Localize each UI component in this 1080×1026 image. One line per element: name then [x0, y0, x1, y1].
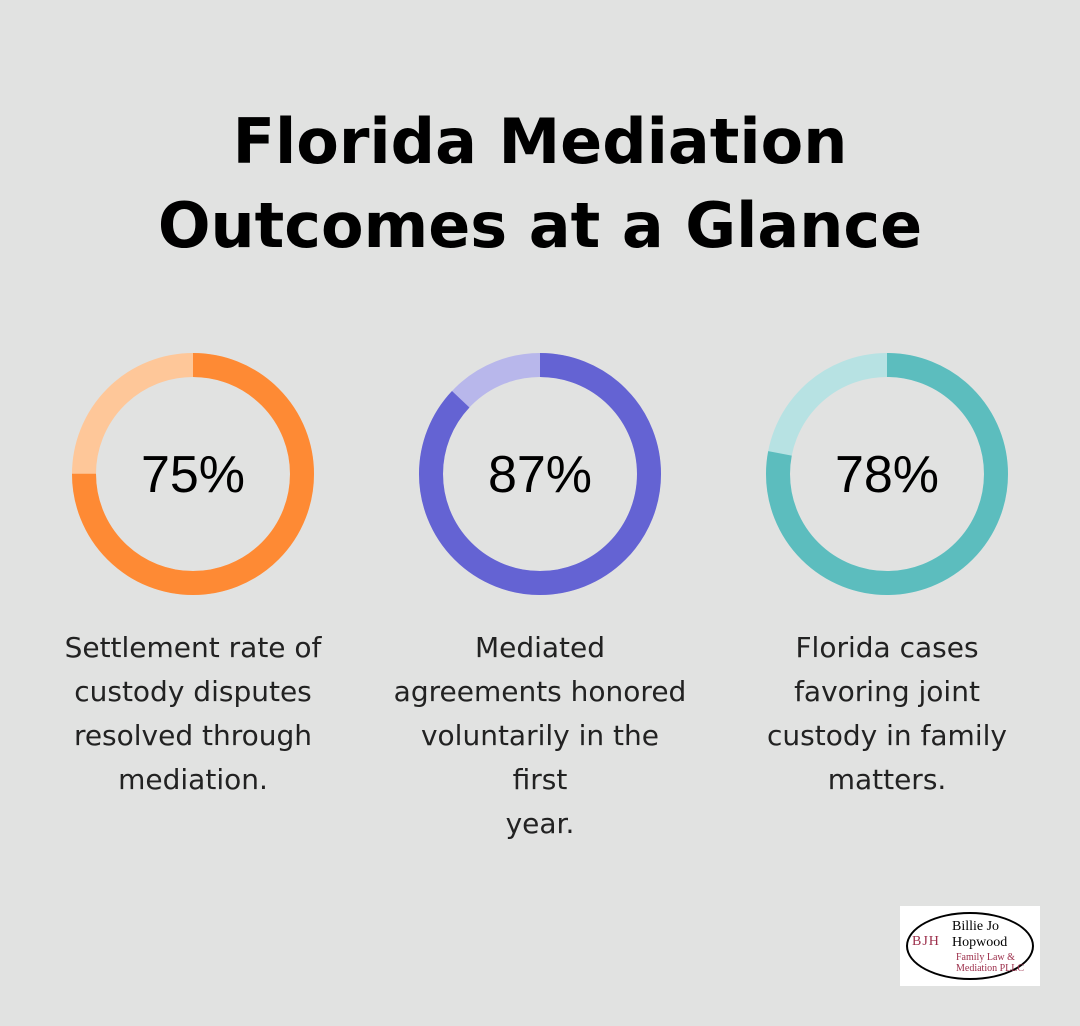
description-line: custody disputes: [74, 675, 312, 708]
description-line: agreements honored: [393, 675, 687, 708]
donut-value-arc: [419, 353, 661, 595]
description-line: favoring joint: [794, 675, 980, 708]
donut-chart-settlement: [72, 353, 314, 595]
stat-card-agreements: 87% Mediated agreements honored voluntar…: [380, 352, 700, 846]
description-line: Mediated: [474, 631, 606, 664]
description-line: voluntarily in the first: [420, 719, 660, 796]
percent-label-agreements: 87%: [487, 446, 593, 504]
stat-card-joint-custody: 78% Florida cases favoring joint custody…: [727, 352, 1047, 802]
description-line: custody in family: [767, 719, 1007, 752]
title-line-1: Florida Mediation: [232, 105, 848, 178]
stat-card-settlement: 75% Settlement rate of custody disputes …: [33, 352, 353, 802]
logo-text-line-1: Billie Jo: [952, 919, 1000, 934]
donut-chart-joint-custody: [766, 353, 1008, 595]
donut-value-arc: [72, 353, 314, 595]
logo-oval: [906, 912, 1034, 980]
logo-text-line-2: Hopwood: [952, 935, 1008, 950]
title-line-2: Outcomes at a Glance: [157, 189, 923, 262]
percent-label-joint-custody: 78%: [834, 446, 940, 504]
description-line: matters.: [827, 763, 947, 796]
scales-of-justice-icon: BJH: [912, 934, 940, 949]
description-line: year.: [505, 807, 575, 840]
description-joint-custody: Florida cases favoring joint custody in …: [737, 626, 1037, 802]
description-line: Settlement rate of: [64, 631, 322, 664]
page-title: Florida Mediation Outcomes at a Glance: [0, 100, 1080, 268]
company-logo: BJH Billie Jo Hopwood Family Law & Media…: [900, 906, 1040, 986]
description-agreements: Mediated agreements honored voluntarily …: [390, 626, 690, 846]
logo-text-line-4: Mediation PLLC: [956, 963, 1025, 974]
description-settlement: Settlement rate of custody disputes reso…: [43, 626, 343, 802]
donut-chart-agreements: [419, 353, 661, 595]
donut-value-arc: [766, 353, 1008, 595]
description-line: Florida cases: [795, 631, 979, 664]
percent-label-settlement: 75%: [140, 446, 246, 504]
logo-text-line-3: Family Law &: [956, 952, 1015, 963]
description-line: resolved through: [73, 719, 313, 752]
description-line: mediation.: [118, 763, 268, 796]
